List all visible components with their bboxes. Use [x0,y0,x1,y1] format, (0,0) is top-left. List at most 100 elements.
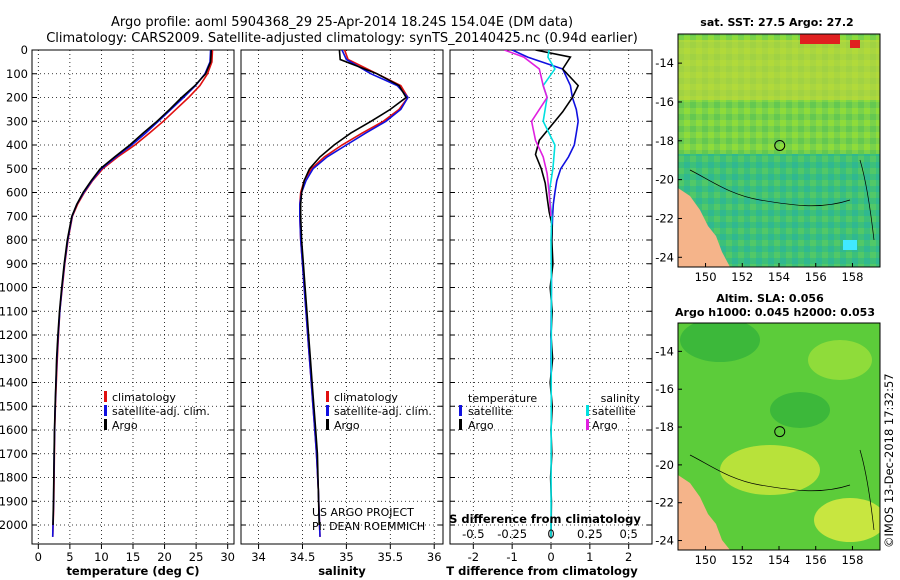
xtick-label: 2 [625,550,632,564]
difference-lines [504,50,580,537]
legend-swatch-argo [326,419,329,430]
depth-tick-label: 400 [6,138,28,152]
temperature-xlabel: temperature (deg C) [66,564,199,578]
legend-label-t-satellite: satellite [468,405,512,418]
sst-land-mass [678,188,730,267]
top-xtick-label: -0.5 [462,527,484,541]
map-ytick-label: -14 [655,344,674,358]
legend-swatch-climatology [326,391,329,402]
depth-tick-label: 600 [6,186,28,200]
sla-reef-contour [689,454,851,492]
legend-title-temperature: temperature [468,392,537,405]
depth-tick-label: 1100 [0,304,28,318]
xtick-label: 36 [427,550,442,564]
legend-swatch-satellite [104,405,107,416]
xtick-label: 15 [126,550,141,564]
salinity-panel: 34 34.5 35 35.5 36 salinity climatology sate… [240,49,444,578]
sla-float-marker [774,426,786,438]
depth-tick-label: 200 [6,91,28,105]
sla-blob-3 [720,445,820,495]
xtick-label: 35.5 [377,550,403,564]
series-line-argo [52,50,213,526]
series-line-argo [299,50,408,526]
depth-tick-label: 1700 [0,447,28,461]
salinity-xlabel: salinity [318,564,366,578]
legend-label-argo: Argo [112,419,138,432]
legend-swatch-satellite [326,405,329,416]
legend-label-t-argo: Argo [468,419,494,432]
series-line-s-satellite [542,50,556,537]
depth-tick-label: 1300 [0,352,28,366]
sst-float-marker [774,139,786,151]
xtick-label: 1 [586,550,593,564]
xtick-label: 0 [35,550,42,564]
depth-tick-label: 1200 [0,328,28,342]
depth-tick-label: 800 [6,233,28,247]
difference-xlabel: T difference from climatology [446,564,638,578]
sst-hot-spot-2 [850,40,860,48]
depth-tick-label: 500 [6,162,28,176]
depth-tick-label: 1600 [0,423,28,437]
series-line-climatology [52,50,214,537]
xtick-label: 10 [94,550,109,564]
legend-label-s-satellite: satellite [592,405,636,418]
map-xtick-label: 156 [805,270,827,284]
sst-map: sat. SST: 27.5 Argo: 27.2 150 152 154 156 15… [655,16,881,284]
difference-xticks: -2 -1 0 1 2 [468,544,632,564]
map-ytick-label: -24 [655,534,674,548]
top-xtick-label: 0 [547,527,554,541]
sst-warm-strip [678,40,880,100]
sst-map-ticks: 150 152 154 156 158 -14 -16 -18 -20 -22 -24 [655,56,863,284]
xtick-label: 34.5 [290,550,316,564]
sla-blob-5 [770,392,830,428]
depth-tick-label: 2000 [0,518,28,532]
sla-map-ticks: 150 152 154 156 158 -14 -16 -18 -20 -22 -24 [655,344,863,567]
series-line-t-argo [534,50,580,537]
map-ytick-label: -24 [655,250,674,264]
legend-swatch-t-argo [459,419,462,430]
map-ytick-label: -14 [655,56,674,70]
top-xtick-label: 0.5 [620,527,638,541]
map-ytick-label: -20 [655,173,674,187]
sla-map-title-line1: Altim. SLA: 0.056 [716,292,824,305]
sst-cyan-patch [843,240,857,250]
legend-label-climatology: climatology [334,391,398,404]
legend-label-satellite: satellite-adj. clim. [334,405,432,418]
legend-swatch-climatology [104,391,107,402]
depth-tick-label: 1800 [0,471,28,485]
difference-top-xlabel: S difference from climatology [449,512,641,526]
temperature-grid [32,49,234,544]
depth-tick-label: 700 [6,209,28,223]
legend-label-s-argo: Argo [592,419,618,432]
salinity-plot-frame [240,49,444,545]
temperature-lines [51,50,214,537]
xtick-label: 35 [339,550,354,564]
map-xtick-label: 150 [695,270,717,284]
difference-legend: temperature satellite Argo salinity sate… [459,392,640,432]
depth-tick-label: 900 [6,257,28,271]
sst-hot-spot [800,34,840,44]
salinity-xticks: 34 34.5 35 35.5 36 [251,544,442,564]
map-ytick-label: -18 [655,420,674,434]
xtick-label: -1 [506,550,517,564]
depth-tick-label: 1900 [0,494,28,508]
map-ytick-label: -20 [655,458,674,472]
map-ytick-label: -18 [655,134,674,148]
difference-panel: -2 -1 0 1 2 -0.5 -0.25 0 0.25 0.5 T difference f… [446,49,653,578]
figure-title-line2: Climatology: CARS2009. Satellite-adjuste… [46,31,638,46]
xtick-label: 25 [189,550,204,564]
depth-tick-label: 300 [6,114,28,128]
xtick-label: 30 [220,550,235,564]
sla-map-title-line2: Argo h1000: 0.045 h2000: 0.053 [675,306,875,319]
temperature-plot-frame [31,49,235,545]
series-line-climatology [298,50,409,537]
xtick-label: 0 [547,550,554,564]
depth-tick-label: 1000 [0,281,28,295]
depth-tick-label: 100 [6,67,28,81]
map-ytick-label: -16 [655,95,674,109]
top-xtick-label: -0.25 [497,527,527,541]
sla-blob-2 [808,340,872,380]
temperature-legend: climatology satellite-adj. clim. Argo [104,391,210,432]
legend-swatch-s-satellite [586,405,589,416]
